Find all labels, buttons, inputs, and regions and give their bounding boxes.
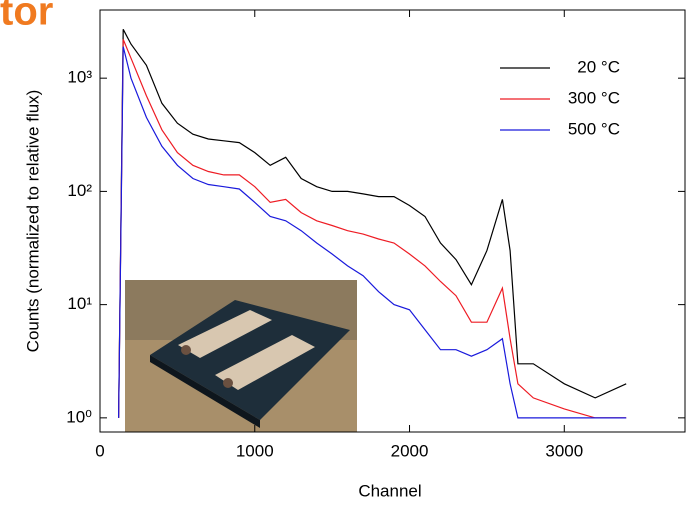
inset-photo xyxy=(125,280,357,432)
slide-title: tor xyxy=(0,0,53,34)
y-tick-label: 10³ xyxy=(67,68,92,87)
legend-label: 20 °C xyxy=(577,57,620,76)
x-tick-label: 1000 xyxy=(236,441,274,460)
x-tick-label: 3000 xyxy=(545,441,583,460)
legend-label: 300 °C xyxy=(568,88,620,107)
data-line xyxy=(118,46,627,419)
y-tick-label: 10² xyxy=(67,181,92,200)
x-tick-label: 0 xyxy=(95,441,104,460)
legend-label: 500 °C xyxy=(568,119,620,138)
plot-area xyxy=(118,29,627,419)
y-tick-label: 10¹ xyxy=(67,294,92,313)
data-line xyxy=(118,29,627,418)
x-axis-label: Channel xyxy=(358,481,421,500)
x-tick-label: 2000 xyxy=(391,441,429,460)
data-line xyxy=(118,39,627,419)
y-axis-label: Counts (normalized to relative flux) xyxy=(23,90,42,353)
plot-frame xyxy=(99,9,686,433)
y-tick-label: 10⁰ xyxy=(66,407,92,426)
